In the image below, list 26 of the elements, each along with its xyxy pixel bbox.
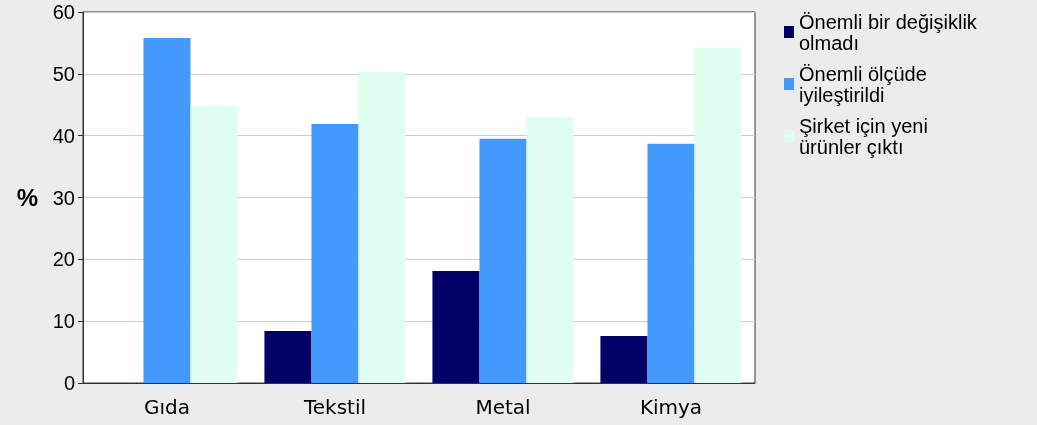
bar [647,143,695,383]
bar [432,271,480,383]
bar [264,331,312,383]
bar [600,336,648,383]
x-tick-label: Kimya [639,395,703,419]
bar [479,138,527,383]
bar [694,47,742,383]
legend-label: Önemli bir değişiklik olmadı [799,10,983,54]
legend-label: Önemli ölçüde iyileştirildi [799,62,933,106]
y-axis-title: % [16,184,38,211]
bar [190,105,238,383]
bar [311,123,359,383]
legend-label: Şirket için yeni ürünler çıktı [799,114,934,158]
y-tick-label: 30 [52,186,75,209]
y-tick-label: 20 [52,248,75,271]
y-tick-label: 60 [52,1,75,23]
bar [143,37,191,383]
x-tick-label: Tekstil [302,395,367,419]
bar [526,117,574,383]
y-tick-label: 40 [52,124,75,147]
y-tick-label: 0 [63,372,75,394]
y-tick-label: 10 [52,310,75,333]
x-tick-label: Gıda [143,395,191,419]
x-tick-label: Metal [475,395,531,419]
bar [358,71,406,383]
y-tick-label: 50 [52,62,75,85]
